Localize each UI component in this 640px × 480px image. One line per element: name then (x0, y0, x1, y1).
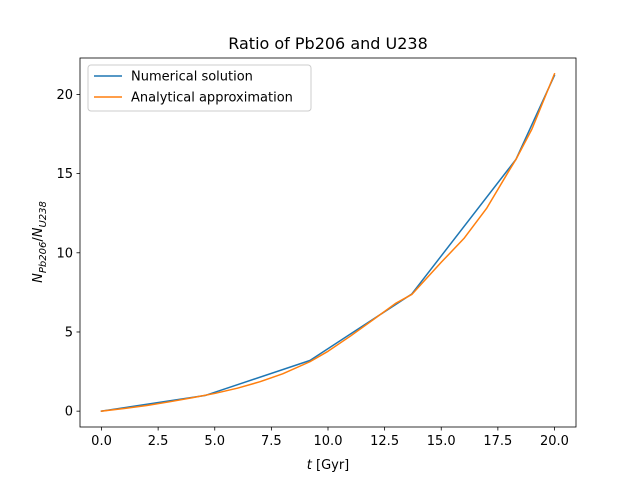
y-axis-title-slash: / (31, 237, 46, 242)
x-tick-label: 20.0 (540, 434, 569, 449)
x-axis-title-unit: [Gyr] (312, 458, 349, 473)
y-axis-title: NPb206/NU238 (31, 201, 49, 283)
legend-label-1: Numerical solution (131, 70, 253, 85)
x-tick-label: 5.0 (204, 434, 225, 449)
y-axis-title-denominator-sub: U238 (38, 201, 49, 227)
chart-title: Ratio of Pb206 and U238 (228, 34, 428, 53)
x-tick-label: 0.0 (91, 434, 112, 449)
x-axis-title: t [Gyr] (307, 458, 350, 473)
y-axis-title-numerator-sub: Pb206 (38, 242, 49, 273)
legend-label-2: Analytical approximation (131, 91, 293, 106)
y-tick-label: 20 (56, 88, 73, 103)
y-axis-title-denominator: N (31, 227, 46, 237)
y-tick-label: 10 (56, 246, 73, 261)
x-tick-label: 17.5 (483, 434, 512, 449)
x-axis-title-var: t (307, 458, 313, 473)
y-tick-label: 15 (56, 167, 73, 182)
x-tick-label: 12.5 (370, 434, 399, 449)
y-axis-title-numerator: N (31, 273, 46, 283)
x-tick-label: 2.5 (148, 434, 169, 449)
y-tick-label: 5 (65, 325, 73, 340)
x-tick-label: 10.0 (314, 434, 343, 449)
axes-layer: 0.0 2.5 5.0 7.5 10.0 12.5 15.0 17.5 20.0 0 5 10 15 20 (56, 57, 577, 449)
series-layer (100, 72, 556, 413)
series-line-2 (100, 72, 556, 412)
y-tick-label: 0 (65, 405, 73, 420)
legend: Numerical solution Analytical approximati… (87, 64, 312, 112)
x-tick-label: 15.0 (427, 434, 456, 449)
legend-frame (87, 64, 312, 112)
x-tick-label: 7.5 (261, 434, 282, 449)
